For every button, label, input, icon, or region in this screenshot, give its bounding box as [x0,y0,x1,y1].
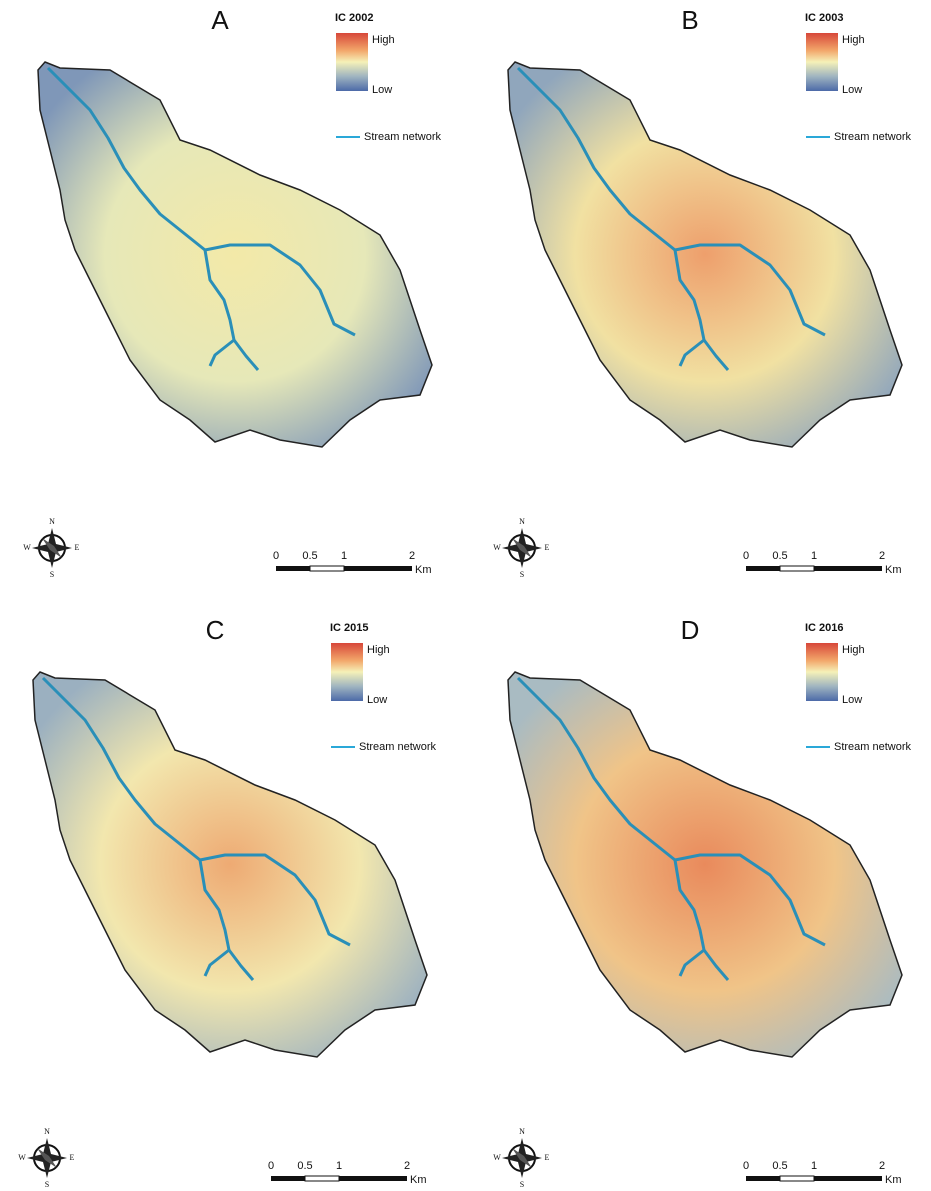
map-panel: B IC 2003 High Low Stream network N S E W 0 0.5 1 2K… [493,5,911,579]
scale-seg [339,1176,407,1181]
compass-n: N [49,517,55,526]
scale-label: 2 [404,1160,410,1172]
compass-w: W [18,1153,26,1162]
compass-s: S [520,1180,524,1189]
compass-s: S [45,1180,49,1189]
scale-seg [814,1176,882,1181]
scale-unit: Km [410,1174,427,1186]
scale-label: 1 [811,1160,817,1172]
scale-seg [780,1176,814,1181]
compass-e: E [70,1153,75,1162]
legend-high: High [367,644,390,656]
scale-unit: Km [415,564,432,576]
legend-ramp [806,33,838,91]
legend-high: High [372,34,395,46]
scale-seg [814,566,882,571]
scale-seg [271,1176,305,1181]
legend-ramp [331,643,363,701]
scale-label: 0.5 [302,550,317,562]
map-panel: C IC 2015 High Low Stream network N S E W 0 0.5 1 2K… [18,615,436,1189]
legend-high: High [842,34,865,46]
compass-n: N [44,1127,50,1136]
compass-s: S [520,570,524,579]
scale-label: 2 [409,550,415,562]
scale-label: 0 [743,550,749,562]
map-panel: D IC 2016 High Low Stream network N S E W 0 0.5 1 2K… [493,615,911,1189]
legend-low: Low [367,694,387,706]
scale-label: 1 [811,550,817,562]
scale-label: 2 [879,550,885,562]
legend-title: IC 2002 [335,12,374,24]
scale-seg [746,1176,780,1181]
legend-stream-label: Stream network [834,741,912,753]
scale-seg [344,566,412,571]
scale-seg [746,566,780,571]
panel-letter: D [681,615,700,645]
legend-stream-label: Stream network [364,131,442,143]
scale-label: 0 [743,1160,749,1172]
legend-low: Low [372,84,392,96]
scale-label: 0.5 [297,1160,312,1172]
scale-label: 0.5 [772,1160,787,1172]
map-panel: A IC 2002 High Low Stream network N S E W 0 0.5 1 2K… [23,5,441,579]
scale-label: 1 [341,550,347,562]
compass-w: W [493,543,501,552]
compass-w: W [493,1153,501,1162]
scale-label: 0 [273,550,279,562]
legend-title: IC 2015 [330,622,369,634]
compass-w: W [23,543,31,552]
legend-stream-label: Stream network [834,131,912,143]
scale-label: 0 [268,1160,274,1172]
scale-label: 1 [336,1160,342,1172]
scale-seg [305,1176,339,1181]
compass-e: E [75,543,80,552]
compass-e: E [545,543,550,552]
panel-letter: A [211,5,229,35]
compass-n: N [519,517,525,526]
panel-letter: B [681,5,698,35]
compass-s: S [50,570,54,579]
scale-label: 0.5 [772,550,787,562]
scale-seg [276,566,310,571]
legend-low: Low [842,694,862,706]
scale-seg [780,566,814,571]
scale-unit: Km [885,564,902,576]
legend-ramp [336,33,368,91]
scale-unit: Km [885,1174,902,1186]
legend-high: High [842,644,865,656]
panel-letter: C [206,615,225,645]
compass-e: E [545,1153,550,1162]
figure: AIC 2002HighLowStream networkNSEW00.512K… [0,0,931,1191]
compass-n: N [519,1127,525,1136]
legend-title: IC 2016 [805,622,844,634]
scale-label: 2 [879,1160,885,1172]
legend-low: Low [842,84,862,96]
legend-ramp [806,643,838,701]
legend-title: IC 2003 [805,12,844,24]
scale-seg [310,566,344,571]
legend-stream-label: Stream network [359,741,437,753]
